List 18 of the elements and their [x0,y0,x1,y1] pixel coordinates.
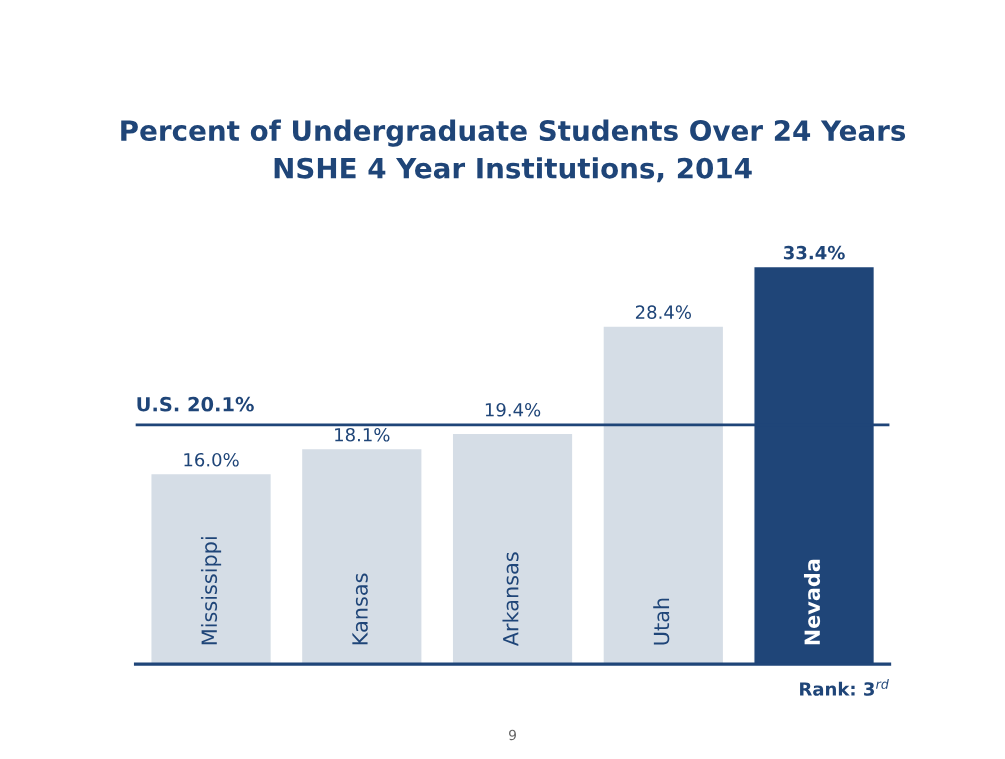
bar [150,472,273,665]
chart-title: Percent of Undergraduate Students Over 24 Years NSHE 4 Year Institutions, 2014 [121,119,906,183]
text: Rank: 3$^{rd}$ [800,679,889,696]
bar [602,325,725,665]
x-tick-label: Arkansas [502,552,519,647]
bar [451,432,574,665]
data-label: 28.4% [635,305,691,319]
text: 9 [509,729,516,741]
x-tick-label: Mississippi [200,537,222,645]
data-label: 19.4% [485,402,541,417]
bar [300,447,423,665]
data-label: 16.0% [184,452,239,467]
data-label: 18.1% [335,427,390,442]
ref-line-label: U.S. 20.1% [137,396,254,412]
x-tick-label: Nevada [803,559,821,645]
data-label: 33.4% [783,245,845,260]
x-tick-label: Kansas [352,573,368,645]
x-tick-label: Utah [653,598,670,645]
